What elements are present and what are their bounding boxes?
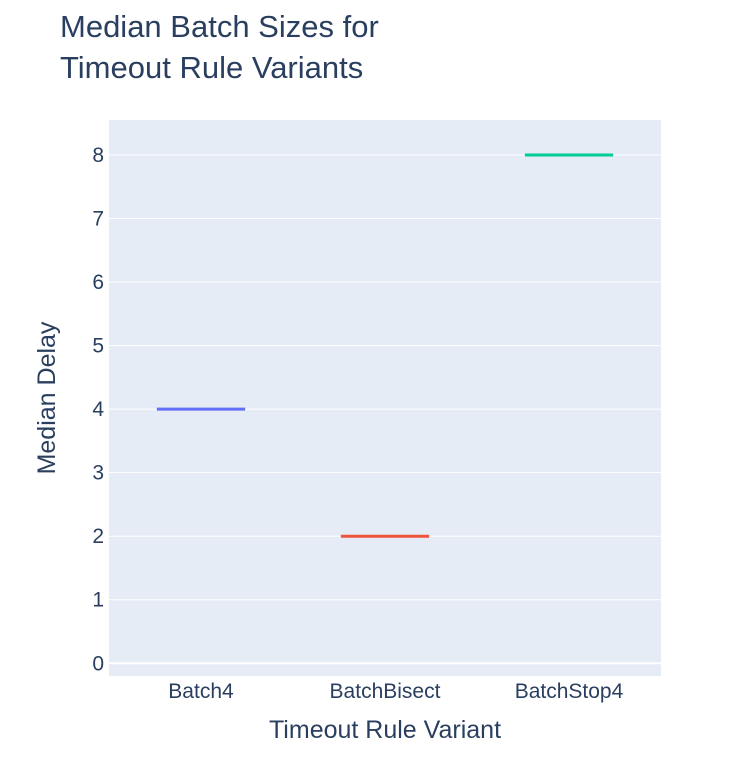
y-tick-label: 3: [92, 462, 104, 485]
x-tick-label: BatchStop4: [515, 680, 624, 703]
median-lines: [156, 153, 614, 538]
y-axis-ticks: 0 1 2 3 4 5 6 7 8: [92, 144, 104, 675]
x-tick-label: BatchBisect: [330, 680, 441, 703]
x-tick-label: Batch4: [168, 680, 234, 703]
x-axis-ticks: Batch4 BatchBisect BatchStop4: [168, 680, 623, 703]
y-tick-label: 6: [92, 271, 104, 294]
x-axis-title: Timeout Rule Variant: [269, 716, 501, 744]
y-tick-label: 2: [92, 525, 104, 548]
y-tick-label: 0: [92, 652, 104, 675]
plot-area: [109, 120, 661, 676]
y-tick-label: 1: [92, 589, 104, 612]
y-tick-label: 7: [92, 207, 104, 230]
y-axis-title: Median Delay: [33, 321, 61, 474]
y-tick-label: 5: [92, 335, 104, 358]
gridlines: [109, 154, 661, 665]
chart-title: Median Batch Sizes for Timeout Rule Vari…: [60, 9, 379, 85]
y-tick-label: 4: [92, 398, 104, 421]
y-tick-label: 8: [92, 144, 104, 167]
